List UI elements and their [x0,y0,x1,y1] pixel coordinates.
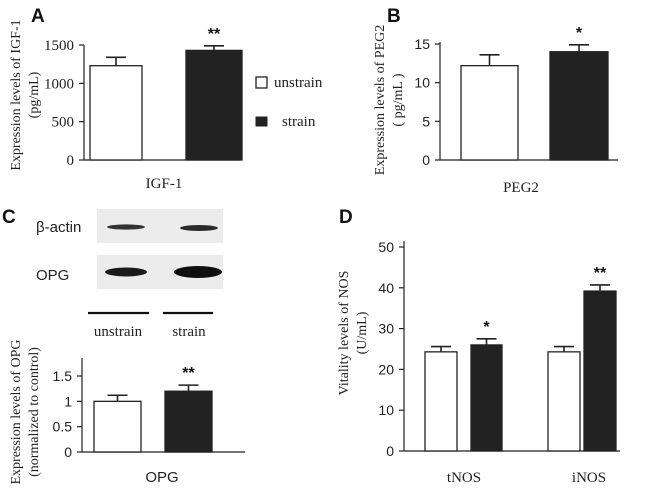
bar-d-inos-strain [583,290,617,452]
panel-d-bars: *** [424,265,617,452]
legend-swatch-unstrain [255,76,268,89]
panel-c-tick-label: 1 [64,393,72,409]
legend-swatch-strain [255,116,268,127]
panel-c-ylabel-line2: (normalized to control) [27,347,42,477]
panel-a-xlabel: IGF-1 [146,176,183,192]
panel-c-xlabel: OPG [145,469,178,486]
panel-a: A Expression levels of IGF-1 (pg/mL) 0 50… [9,6,243,192]
panel-letter-d: D [339,207,353,228]
blot-band-beta-actin-strain [180,225,218,231]
panel-c: C β-actin OPG unstrain strain Expression… [2,207,245,486]
western-blot: β-actin OPG unstrain strain [36,209,223,340]
panel-a-tick-label: 0 [67,153,75,169]
panel-d-category-label: tNOS [447,470,481,486]
panel-letter-b: B [387,6,401,27]
panel-b-ylabel-line1: Expression levels of PEG2 [373,25,388,175]
panel-a-ticks: 0 500 1000 1500 [44,38,84,169]
legend-label-unstrain: unstrain [274,75,323,91]
lane-label-strain: strain [172,324,206,340]
panel-letter-c: C [2,207,16,228]
bar-a-igf1-unstrain [89,65,143,161]
panel-d-tick-label: 0 [386,443,394,459]
panel-d: D Vitality levels of NOS (U/mL) 0 10 20 30 4… [337,207,620,486]
legend: unstrain strain [255,75,323,130]
panel-c-ticks: 0 0.5 1 1.5 [53,368,82,460]
panel-a-ylabel-line1: Expression levels of IGF-1 [9,19,24,170]
bar-d-inos-unstrain [547,351,581,452]
panel-c-bars: ** [93,365,213,453]
panel-d-categories: tNOS iNOS [447,470,606,486]
panel-letter-a: A [31,6,45,27]
panel-c-tick-label: 0.5 [53,419,73,435]
panel-a-tick-label: 500 [52,115,75,131]
bar-a-igf1-strain [185,49,243,161]
panel-d-tick-label: 30 [378,321,394,337]
panel-b-ylabel-line2: ( pg/mL ) [391,73,406,126]
panel-d-ylabel-line1: Vitality levels of NOS [337,271,352,396]
panel-d-tick-label: 10 [378,402,394,418]
panel-b-tick-label: 15 [414,36,430,52]
panel-b-bars: * [460,25,609,161]
blot-label-beta-actin: β-actin [36,219,81,236]
panel-d-tick-label: 20 [378,361,394,377]
panel-b: B Expression levels of PEG2 ( pg/mL ) 0 5… [373,6,618,196]
bar-c-opg-strain [164,390,213,453]
bar-d-tnos-strain [470,344,503,452]
legend-label-strain: strain [282,114,316,130]
panel-d-tick-label: 40 [378,280,394,296]
bar-d-tnos-unstrain [424,351,458,452]
panel-c-tick-label: 0 [64,444,72,460]
panel-c-tick-label: 1.5 [53,368,73,384]
panel-a-bars: ** [89,26,243,161]
panel-a-ylabel-line2: (pg/mL) [27,71,42,118]
significance-mark-c: ** [182,365,195,382]
panel-b-ticks: 0 5 10 15 [414,36,440,168]
significance-mark-d: * [483,319,490,336]
panel-a-tick-label: 1500 [44,38,74,54]
panel-c-ylabel-line1: Expression levels of OPG [9,339,24,484]
blot-band-opg-strain [174,266,222,278]
bar-b-peg2-strain [549,51,609,161]
panel-a-tick-label: 1000 [44,76,74,92]
lane-label-unstrain: unstrain [94,324,143,340]
panel-b-xlabel: PEG2 [503,180,539,196]
panel-d-ylabel-line2: (U/mL) [355,311,370,354]
panel-b-tick-label: 10 [414,75,430,91]
panel-b-tick-label: 5 [422,113,430,129]
blot-label-opg: OPG [36,267,69,284]
panel-d-tick-label: 50 [378,239,394,255]
significance-mark-a: ** [208,26,221,43]
panel-d-ticks: 0 10 20 30 40 50 [378,239,404,459]
panel-d-category-label: iNOS [572,470,606,486]
panel-b-tick-label: 0 [422,152,430,168]
significance-mark-d: ** [594,265,607,282]
bar-c-opg-unstrain [93,400,142,453]
blot-band-opg-unstrain [105,267,147,277]
significance-mark-b: * [576,25,583,42]
blot-band-beta-actin-unstrain [107,224,145,230]
bar-b-peg2-unstrain [460,65,519,161]
